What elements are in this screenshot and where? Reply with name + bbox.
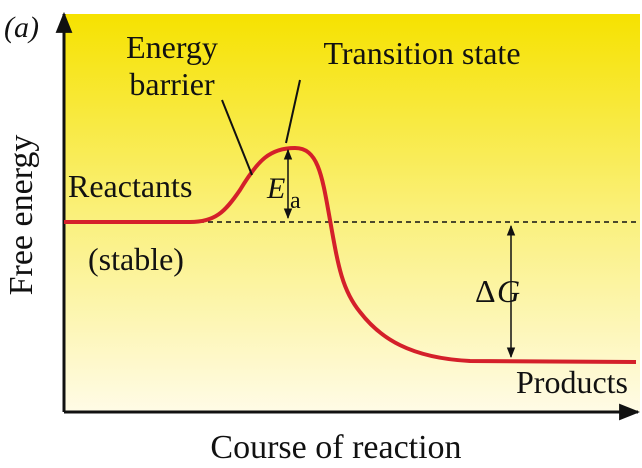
delta-symbol: Δ [475,273,496,309]
energy-barrier-label: barrier [129,66,215,102]
transition-leader [285,79,301,144]
products-label: Products [516,364,628,400]
transition-state-label: Transition state [323,35,520,71]
stable-label: (stable) [88,241,184,277]
energy-curve [64,145,637,364]
panel-label: (a) [4,11,39,44]
g-symbol: G [497,273,520,309]
barrier-leader [221,99,253,176]
energy-barrier-label: Energy [126,29,218,65]
reactants-label: Reactants [68,168,192,204]
y-axis-label: Free energy [3,135,40,296]
plot-background [64,14,640,412]
ea-symbol: E [266,172,285,205]
ea-subscript: a [290,188,301,214]
x-axis-label: Course of reaction [210,429,461,466]
